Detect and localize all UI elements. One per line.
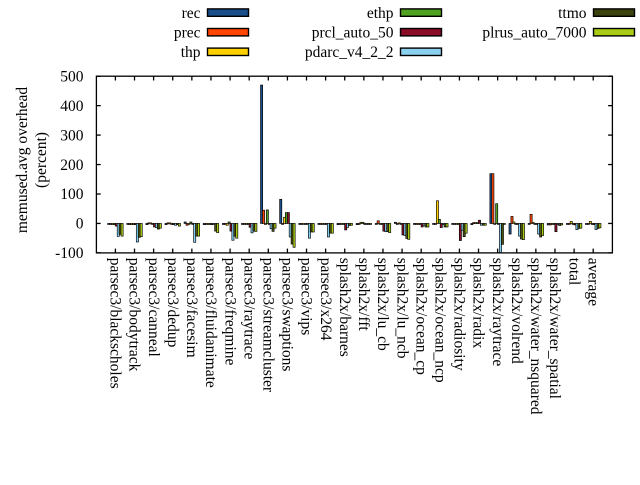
svg-text:splash2x/raytrace: splash2x/raytrace <box>489 258 506 367</box>
svg-text:ttmo: ttmo <box>558 5 587 22</box>
svg-text:prec: prec <box>174 24 201 41</box>
svg-text:memused.avg overhead: memused.avg overhead <box>14 87 31 234</box>
svg-text:200: 200 <box>60 157 84 174</box>
svg-text:500: 500 <box>60 68 84 85</box>
svg-text:parsec3/freqmine: parsec3/freqmine <box>221 258 238 366</box>
svg-text:parsec3/fluidanimate: parsec3/fluidanimate <box>202 258 219 388</box>
svg-text:300: 300 <box>60 127 84 144</box>
svg-text:parsec3/x264: parsec3/x264 <box>317 258 334 341</box>
svg-text:parsec3/facesim: parsec3/facesim <box>183 258 200 358</box>
svg-text:parsec3/dedup: parsec3/dedup <box>164 258 181 348</box>
svg-text:parsec3/swaptions: parsec3/swaptions <box>279 258 296 372</box>
svg-text:plrus_auto_7000: plrus_auto_7000 <box>482 24 586 41</box>
svg-text:parsec3/vips: parsec3/vips <box>298 258 315 335</box>
svg-text:splash2x/lu_ncb: splash2x/lu_ncb <box>393 258 410 359</box>
svg-text:splash2x/lu_cb: splash2x/lu_cb <box>374 258 391 351</box>
svg-text:parsec3/streamcluster: parsec3/streamcluster <box>260 258 277 393</box>
svg-text:400: 400 <box>60 98 84 115</box>
svg-text:splash2x/radix: splash2x/radix <box>470 258 487 349</box>
svg-text:rec: rec <box>182 5 201 22</box>
svg-text:100: 100 <box>60 186 84 203</box>
svg-text:parsec3/canneal: parsec3/canneal <box>145 258 162 357</box>
svg-text:splash2x/fft: splash2x/fft <box>355 258 372 332</box>
svg-text:0: 0 <box>76 216 84 233</box>
svg-text:total: total <box>565 258 582 286</box>
svg-text:(percent): (percent) <box>33 132 50 188</box>
svg-text:parsec3/raytrace: parsec3/raytrace <box>240 258 257 360</box>
svg-text:ethp: ethp <box>367 5 394 22</box>
svg-text:average: average <box>584 258 601 306</box>
svg-text:parsec3/bodytrack: parsec3/bodytrack <box>126 258 143 372</box>
svg-text:splash2x/ocean_ncp: splash2x/ocean_ncp <box>432 258 449 383</box>
svg-text:parsec3/blackscholes: parsec3/blackscholes <box>107 258 124 389</box>
svg-text:prcl_auto_50: prcl_auto_50 <box>312 24 394 41</box>
svg-text:splash2x/water_spatial: splash2x/water_spatial <box>546 258 563 399</box>
svg-text:pdarc_v4_2_2: pdarc_v4_2_2 <box>305 44 394 61</box>
svg-text:splash2x/radiosity: splash2x/radiosity <box>451 258 468 371</box>
svg-text:splash2x/volrend: splash2x/volrend <box>508 258 525 364</box>
svg-text:splash2x/water_nsquared: splash2x/water_nsquared <box>527 258 544 415</box>
svg-text:thp: thp <box>181 44 201 61</box>
svg-text:-100: -100 <box>55 245 84 262</box>
svg-text:splash2x/barnes: splash2x/barnes <box>336 258 353 357</box>
svg-text:splash2x/ocean_cp: splash2x/ocean_cp <box>412 258 429 375</box>
